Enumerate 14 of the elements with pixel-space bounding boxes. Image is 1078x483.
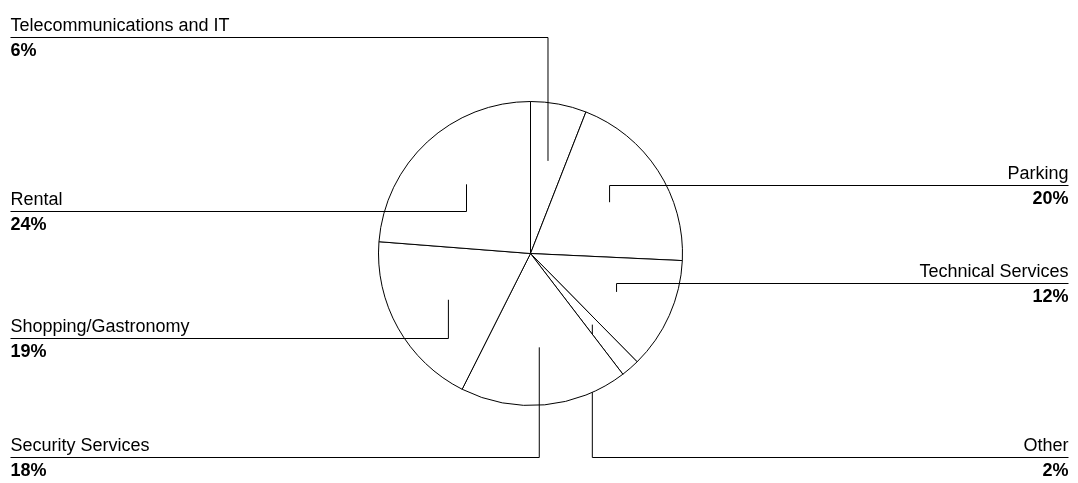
data-label: 12% xyxy=(1032,285,1069,306)
data-label: 19% xyxy=(10,340,47,361)
data-label: 18% xyxy=(10,459,47,480)
slice-label: Technical Services xyxy=(919,260,1069,281)
data-label: 2% xyxy=(1042,459,1069,480)
data-label: 20% xyxy=(1032,187,1069,208)
slice-label: Security Services xyxy=(10,434,150,455)
data-label: 24% xyxy=(10,213,47,234)
slice-label: Other xyxy=(1023,434,1069,455)
data-label: 6% xyxy=(10,39,37,60)
slice-label: Telecommunications and IT xyxy=(10,14,230,35)
slice-label: Shopping/Gastronomy xyxy=(10,315,190,336)
slice-label: Rental xyxy=(10,188,63,209)
slice-label: Parking xyxy=(1007,162,1069,183)
